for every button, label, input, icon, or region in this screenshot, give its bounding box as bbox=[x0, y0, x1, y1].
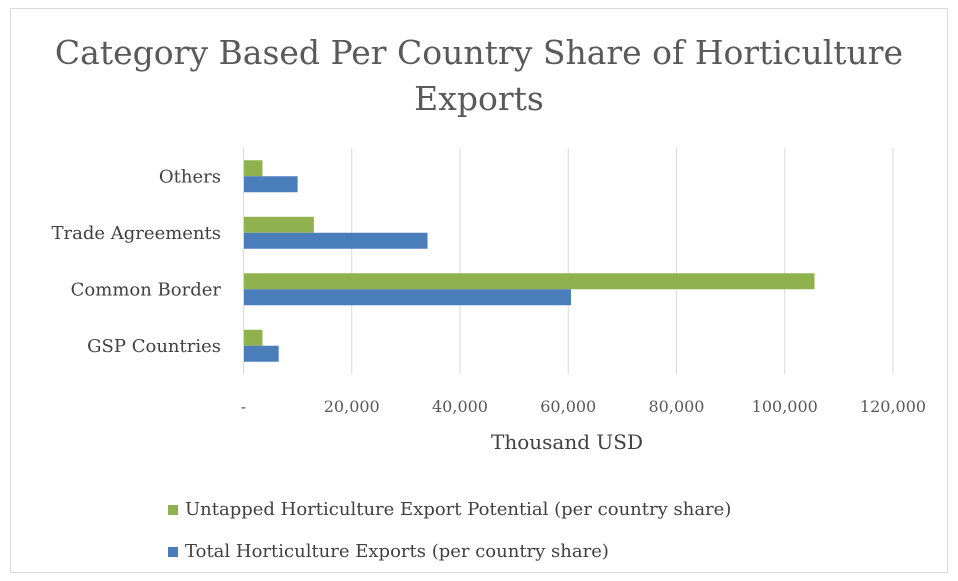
legend-label-untapped: Untapped Horticulture Export Potential (… bbox=[185, 499, 732, 520]
legend-item-total: Total Horticulture Exports (per country … bbox=[168, 541, 609, 562]
x-tick-label: 80,000 bbox=[649, 397, 705, 416]
chart-title: Category Based Per Country Share of Hort… bbox=[0, 30, 958, 122]
category-label: GSP Countries bbox=[87, 336, 221, 357]
bar-untapped-0 bbox=[243, 160, 263, 177]
bar-total-2 bbox=[243, 289, 571, 306]
gridlines bbox=[351, 148, 894, 374]
bar-total-0 bbox=[243, 176, 298, 193]
bars bbox=[243, 160, 815, 362]
x-tick-label: - bbox=[241, 397, 246, 416]
category-labels: Others Trade Agreements Common Border GSP C… bbox=[52, 166, 222, 357]
bar-untapped-3 bbox=[243, 329, 263, 346]
bar-untapped-1 bbox=[243, 216, 314, 233]
bar-total-1 bbox=[243, 232, 428, 249]
x-tick-label: 100,000 bbox=[752, 397, 818, 416]
category-label: Trade Agreements bbox=[52, 223, 221, 244]
bar-total-3 bbox=[243, 345, 279, 362]
x-tick-labels: - 20,000 40,000 60,000 80,000 100,000 120,000 bbox=[241, 397, 926, 416]
x-tick-label: 20,000 bbox=[324, 397, 380, 416]
legend-label-total: Total Horticulture Exports (per country … bbox=[185, 541, 609, 562]
category-label: Common Border bbox=[71, 279, 222, 300]
x-tick-label: 120,000 bbox=[860, 397, 926, 416]
x-tick-label: 60,000 bbox=[540, 397, 596, 416]
x-axis-title: Thousand USD bbox=[491, 430, 643, 454]
bar-untapped-2 bbox=[243, 273, 815, 290]
x-tick-label: 40,000 bbox=[432, 397, 488, 416]
category-label: Others bbox=[159, 166, 221, 187]
legend-swatch-total bbox=[168, 546, 178, 557]
legend-item-untapped: Untapped Horticulture Export Potential (… bbox=[168, 499, 731, 520]
chart-title-text: Category Based Per Country Share of Hort… bbox=[54, 33, 904, 118]
legend-swatch-untapped bbox=[168, 504, 178, 515]
